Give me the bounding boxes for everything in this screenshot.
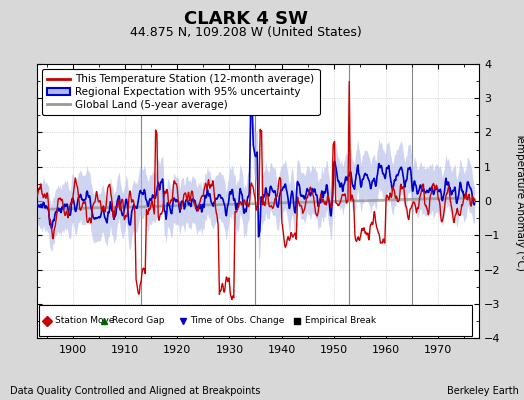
Y-axis label: Temperature Anomaly (°C): Temperature Anomaly (°C): [515, 132, 524, 270]
Text: 1920: 1920: [163, 345, 191, 355]
Text: 1930: 1930: [215, 345, 244, 355]
Text: 1910: 1910: [111, 345, 139, 355]
Text: CLARK 4 SW: CLARK 4 SW: [184, 10, 308, 28]
Text: Record Gap: Record Gap: [112, 316, 165, 325]
Bar: [39, 306, 472, 336]
Text: 44.875 N, 109.208 W (United States): 44.875 N, 109.208 W (United States): [130, 26, 362, 39]
Text: 1970: 1970: [424, 345, 452, 355]
Text: 1940: 1940: [267, 345, 296, 355]
Text: 1950: 1950: [320, 345, 347, 355]
Text: Berkeley Earth: Berkeley Earth: [447, 386, 519, 396]
Text: Station Move: Station Move: [55, 316, 114, 325]
Legend: This Temperature Station (12-month average), Regional Expectation with 95% uncer: This Temperature Station (12-month avera…: [42, 69, 320, 115]
Text: Time of Obs. Change: Time of Obs. Change: [190, 316, 285, 325]
Text: Empirical Break: Empirical Break: [305, 316, 376, 325]
Text: 1960: 1960: [372, 345, 400, 355]
Text: 1900: 1900: [59, 345, 87, 355]
Text: Data Quality Controlled and Aligned at Breakpoints: Data Quality Controlled and Aligned at B…: [10, 386, 261, 396]
